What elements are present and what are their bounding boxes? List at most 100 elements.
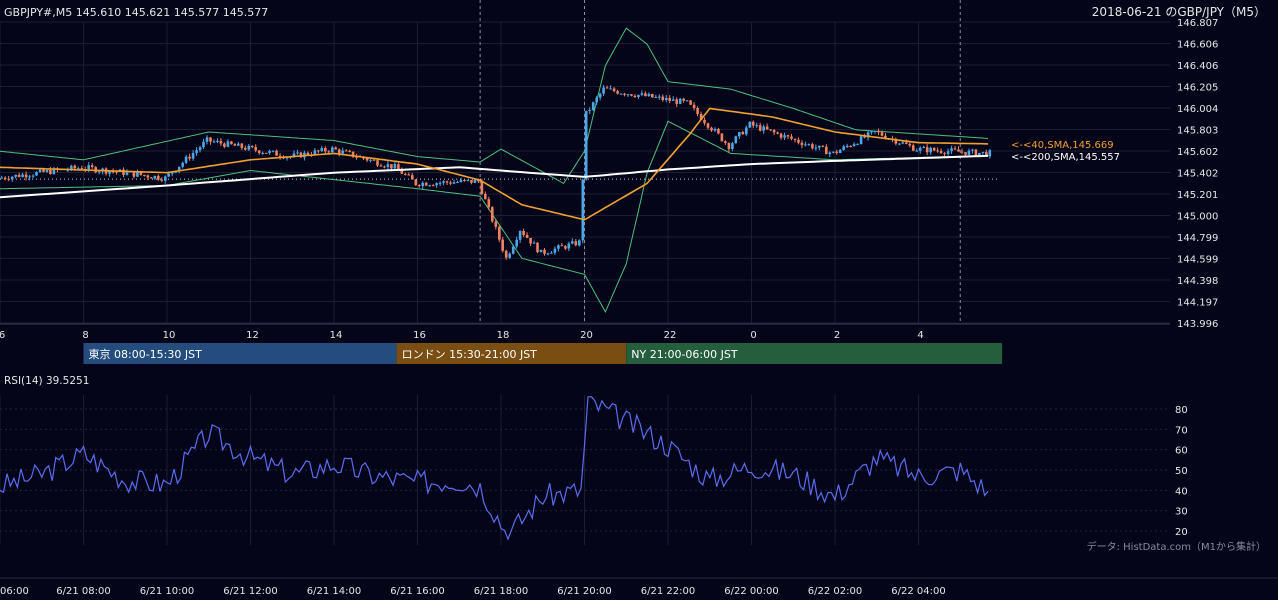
candle-body — [435, 183, 438, 186]
price-tick-label: 145.201 — [1177, 190, 1218, 201]
candle-body — [591, 102, 595, 110]
candle-body — [466, 179, 470, 181]
candle-body — [198, 147, 202, 151]
time-tick-bottom: 6/21 12:00 — [223, 586, 277, 597]
candle-body — [953, 148, 957, 150]
candle-body — [424, 182, 428, 186]
candle-body — [884, 135, 887, 139]
candle-body — [344, 150, 348, 152]
candle-body — [257, 150, 261, 154]
candle-body — [661, 96, 665, 100]
price-tick-label: 146.807 — [1177, 18, 1218, 29]
candle-body — [755, 125, 758, 127]
candle-body — [390, 164, 393, 169]
session-bars: 東京 08:00-15:30 JST ロンドン 15:30-21:00 JST NY… — [83, 343, 1003, 364]
candle-body — [835, 151, 838, 153]
rsi-title: RSI(14) 39.5251 — [4, 375, 89, 387]
candle-body — [696, 108, 699, 114]
candle-body — [167, 173, 170, 177]
time-axis-bottom: 06:00 6/21 08:00 6/21 10:00 6/21 12:00 6/21 … — [0, 586, 946, 597]
rsi-grid — [0, 395, 1170, 545]
candle-body — [616, 91, 619, 94]
data-credit: データ: HistData.com（M1から集計） — [1087, 540, 1266, 553]
candle-body — [449, 182, 452, 184]
candle-body — [21, 174, 24, 177]
candle-body — [595, 97, 598, 103]
candle-body — [348, 150, 351, 152]
candle-body — [369, 159, 372, 161]
candle-body — [463, 180, 466, 181]
candle-body — [10, 176, 14, 180]
candle-body — [957, 149, 960, 152]
candle-body — [811, 144, 814, 149]
candle-body — [967, 150, 971, 155]
candle-body — [936, 150, 939, 152]
candle-body — [905, 142, 908, 144]
candle-body — [647, 94, 651, 96]
candle-body — [870, 131, 873, 133]
candle-body — [445, 181, 449, 183]
candle-body — [793, 138, 797, 140]
time-axis-top: 6 8 10 12 14 16 18 20 22 0 2 4 — [0, 330, 924, 341]
candle-body — [278, 155, 282, 157]
candle-body — [946, 151, 950, 154]
time-tick-top: 6 — [0, 330, 5, 341]
candle-body — [859, 136, 863, 144]
candle-body — [324, 148, 327, 152]
candle-body — [619, 93, 623, 95]
candle-body — [73, 165, 77, 169]
candle-body — [351, 151, 355, 157]
time-tick-bottom: 6/21 08:00 — [56, 586, 110, 597]
time-tick-top: 18 — [497, 330, 510, 341]
price-tick-label: 144.398 — [1177, 276, 1218, 287]
candle-body — [122, 169, 125, 175]
time-tick-top: 2 — [834, 330, 840, 341]
price-tick-label: 146.406 — [1177, 61, 1218, 72]
candle-body — [912, 145, 915, 151]
candle-body — [515, 239, 518, 247]
price-tick-label: 145.000 — [1177, 212, 1218, 223]
candle-body — [268, 151, 271, 153]
candle-body — [720, 133, 724, 142]
candle-body — [678, 98, 682, 104]
candle-body — [132, 171, 136, 177]
candle-body — [553, 248, 557, 253]
candle-body — [943, 152, 946, 154]
candle-body — [765, 126, 769, 130]
candle-body — [964, 152, 967, 155]
candle-body — [292, 153, 296, 157]
candle-body — [160, 179, 164, 181]
candle-body — [630, 94, 633, 96]
candle-body — [651, 94, 654, 98]
candle-body — [894, 139, 898, 144]
time-tick-top: 0 — [750, 330, 756, 341]
candle-body — [543, 249, 546, 254]
candle-body — [849, 146, 852, 147]
candle-body — [240, 143, 244, 148]
candle-body — [146, 175, 150, 178]
candle-body — [665, 98, 668, 100]
candle-body — [626, 94, 630, 96]
candle-body — [261, 152, 264, 154]
candle-body — [42, 169, 45, 172]
candle-body — [557, 245, 560, 249]
candle-body — [689, 100, 692, 105]
candle-body — [786, 135, 790, 137]
candle-body — [981, 151, 985, 153]
time-tick-top: 8 — [82, 330, 88, 341]
candle-body — [598, 93, 602, 98]
candle-body — [7, 178, 10, 180]
price-tick-label: 145.402 — [1177, 168, 1218, 179]
candle-body — [31, 175, 35, 177]
time-tick-bottom: 6/22 00:00 — [724, 586, 778, 597]
time-tick-bottom: 6/21 14:00 — [307, 586, 361, 597]
candle-body — [393, 164, 397, 169]
rsi-line — [0, 396, 989, 541]
candle-body — [898, 143, 901, 145]
time-tick-bottom: 6/21 16:00 — [390, 586, 444, 597]
candle-body — [807, 144, 811, 146]
candle-body — [125, 172, 129, 175]
price-tick-label: 144.599 — [1177, 254, 1218, 265]
candle-body — [250, 145, 254, 148]
